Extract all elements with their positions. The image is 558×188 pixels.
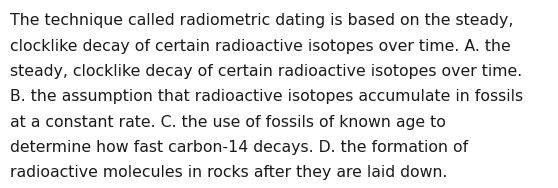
- Text: determine how fast carbon-14 decays. D. the formation of: determine how fast carbon-14 decays. D. …: [10, 140, 468, 155]
- Text: clocklike decay of certain radioactive isotopes over time. A. the: clocklike decay of certain radioactive i…: [10, 39, 511, 54]
- Text: radioactive molecules in rocks after they are laid down.: radioactive molecules in rocks after the…: [10, 165, 448, 180]
- Text: The technique called radiometric dating is based on the steady,: The technique called radiometric dating …: [10, 13, 513, 28]
- Text: at a constant rate. C. the use of fossils of known age to: at a constant rate. C. the use of fossil…: [10, 115, 446, 130]
- Text: steady, clocklike decay of certain radioactive isotopes over time.: steady, clocklike decay of certain radio…: [10, 64, 522, 79]
- Text: B. the assumption that radioactive isotopes accumulate in fossils: B. the assumption that radioactive isoto…: [10, 89, 523, 104]
